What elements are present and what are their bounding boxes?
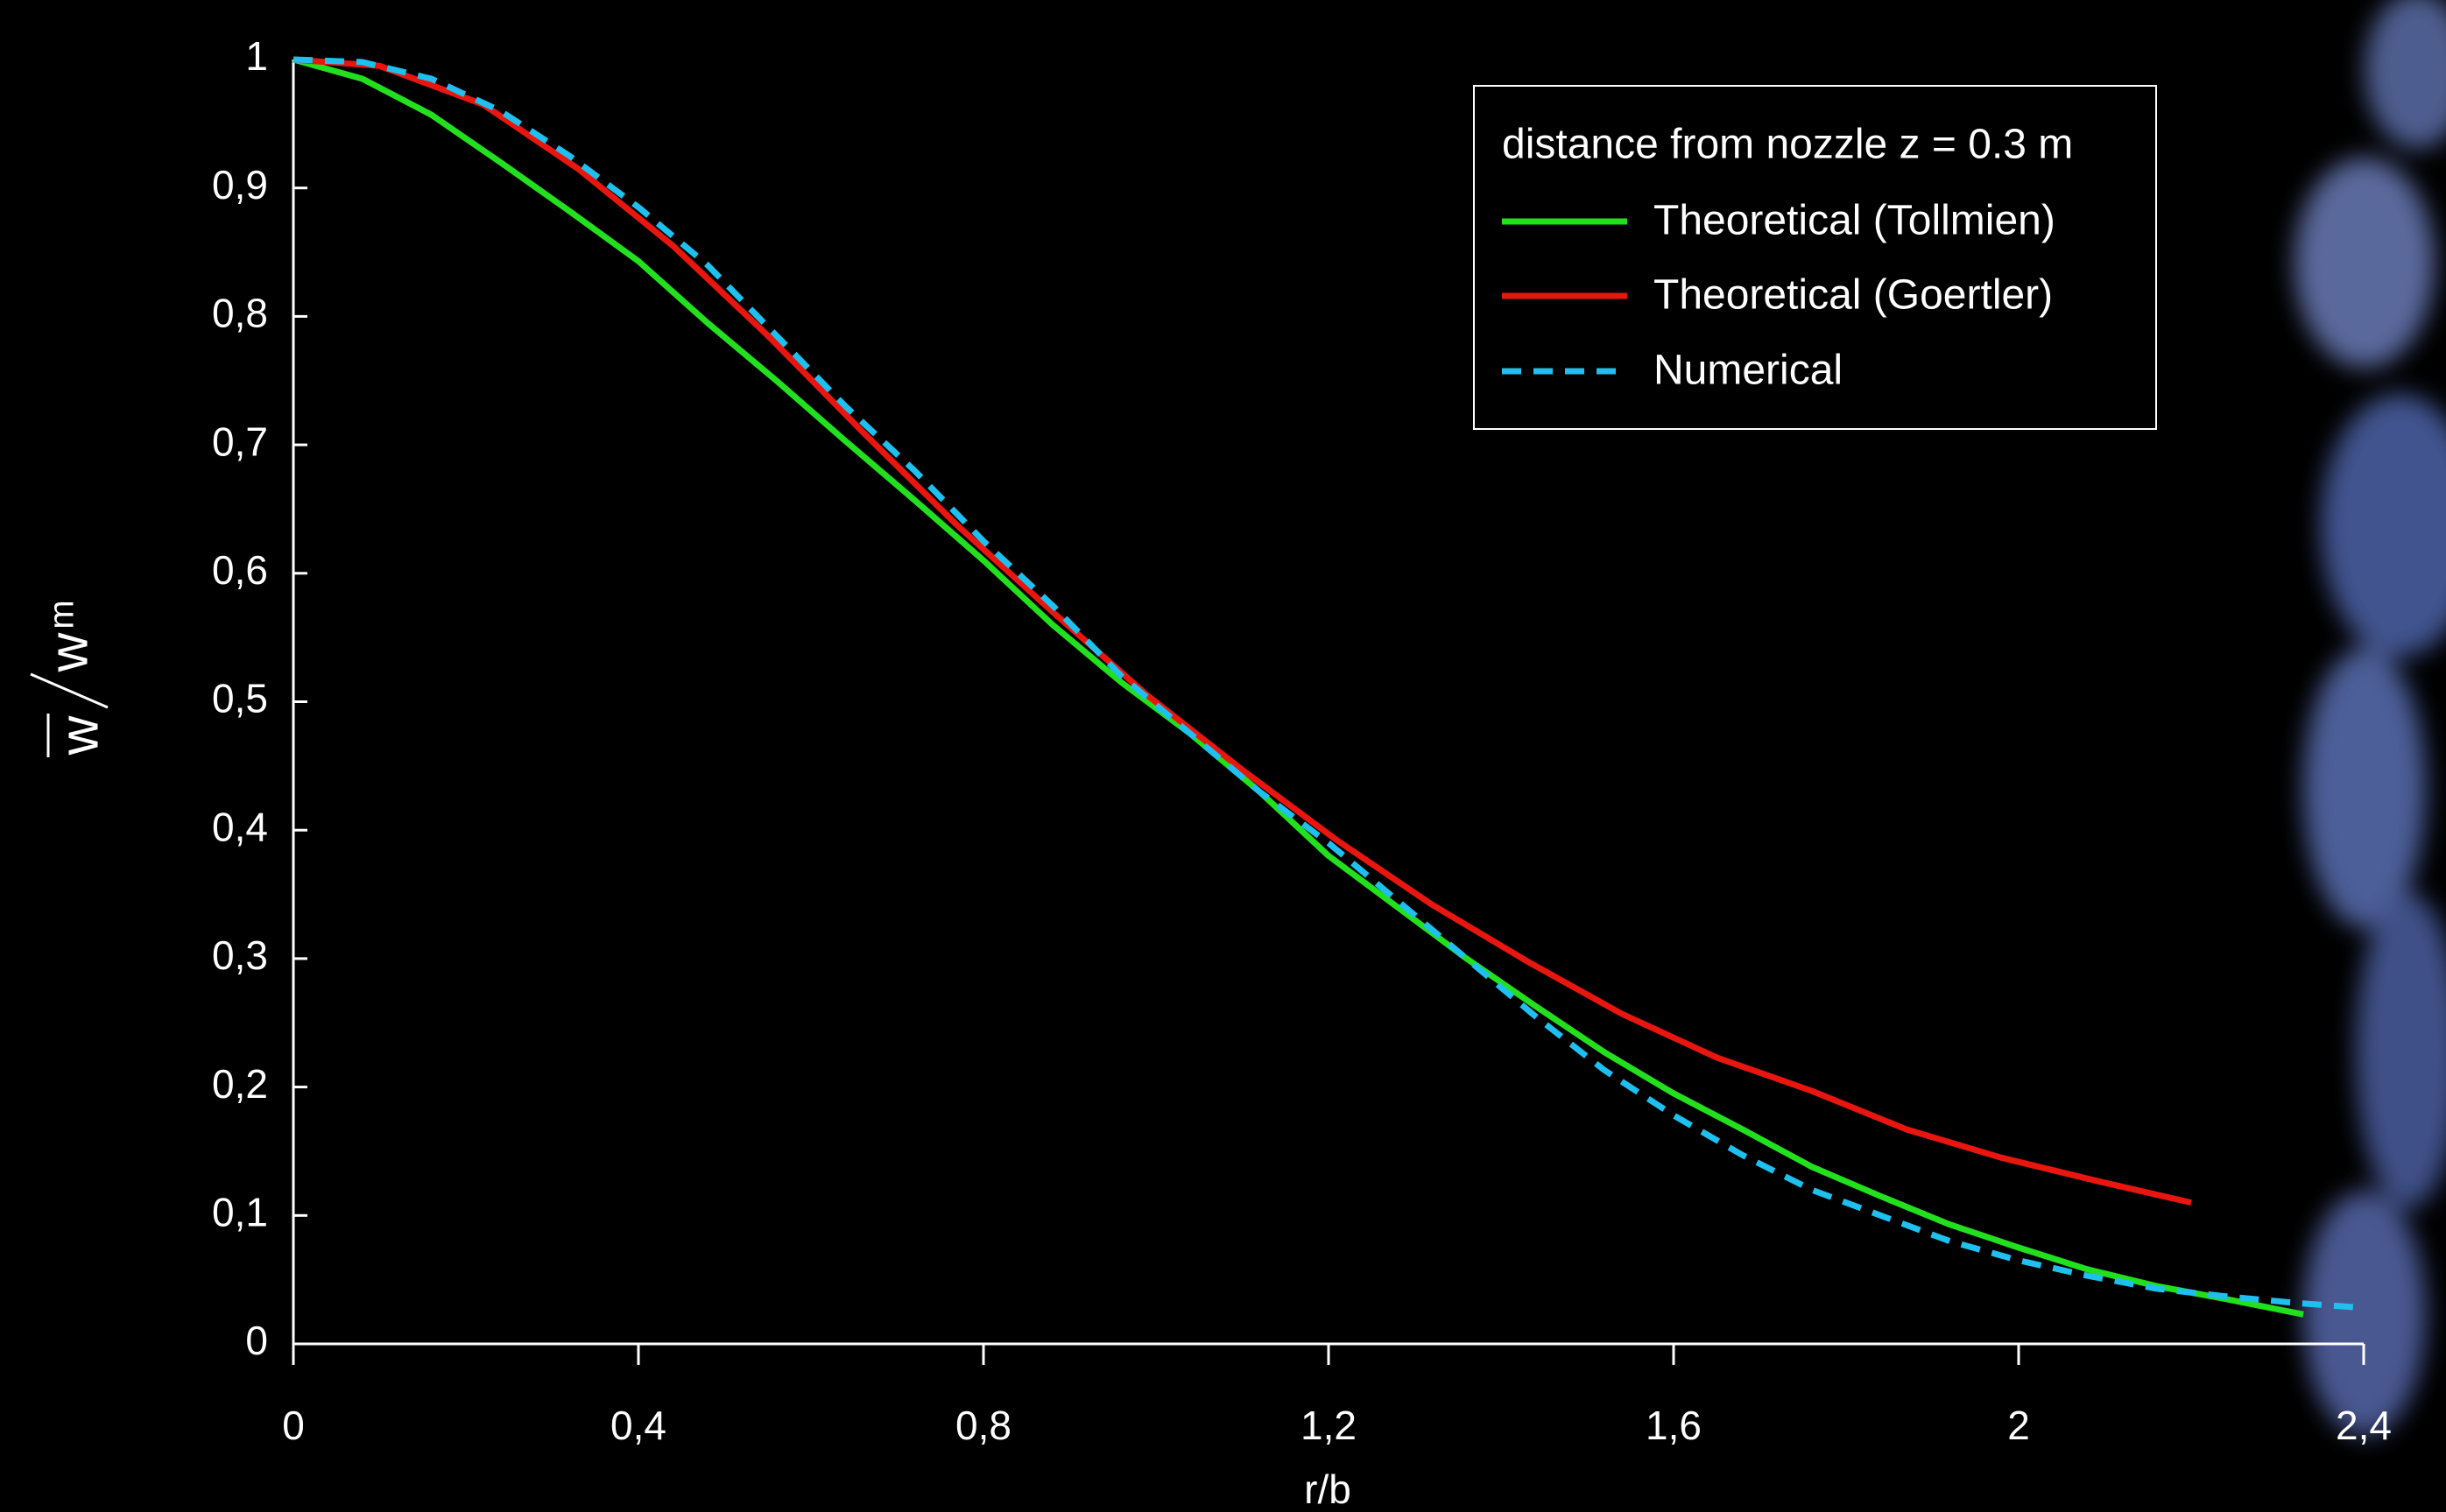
x-tick-label: 0 [282, 1403, 305, 1448]
y-tick-label: 0,3 [212, 932, 268, 978]
y-tick-label: 0,2 [212, 1061, 268, 1107]
x-tick-label: 2 [2007, 1403, 2030, 1448]
x-axis-label: r/b [1304, 1466, 1351, 1512]
x-tick-label: 0,8 [955, 1403, 1012, 1448]
y-tick-label: 0,8 [212, 291, 268, 336]
x-tick-label: 1,2 [1301, 1403, 1357, 1448]
legend-box [1473, 85, 2157, 430]
y-label-denominator: w [39, 632, 99, 672]
y-tick-label: 0,5 [212, 676, 268, 721]
x-tick-label: 0,4 [610, 1403, 666, 1448]
series-line [293, 56, 2304, 1318]
background-decoration [2294, 0, 2446, 1436]
y-label-numerator: w [49, 715, 109, 756]
axes [292, 60, 2364, 1346]
y-tick-label: 0,6 [212, 547, 268, 593]
y-tick-label: 0,7 [212, 418, 268, 464]
y-label-subscript: m [43, 600, 81, 629]
series-line [293, 56, 2365, 1312]
y-tick-label: 0,4 [212, 804, 268, 849]
fraction-slash [30, 672, 109, 709]
y-axis-label: w w m [30, 600, 109, 757]
y-tick-label: 0,9 [212, 162, 268, 207]
y-tick-label: 0 [245, 1318, 268, 1363]
legend-title: distance from nozzle z = 0.3 m [1502, 122, 2073, 168]
y-tick-label: 0,1 [212, 1189, 268, 1234]
x-tick-label: 2,4 [2336, 1403, 2392, 1448]
x-tick-label: 1,6 [1646, 1403, 1702, 1448]
y-tick-label: 1 [245, 33, 268, 79]
legend-label: Numerical [1653, 348, 1843, 394]
series-line [293, 56, 2192, 1206]
legend-label: Theoretical (Tollmien) [1653, 198, 2055, 244]
legend-label: Theoretical (Goertler) [1653, 272, 2053, 319]
